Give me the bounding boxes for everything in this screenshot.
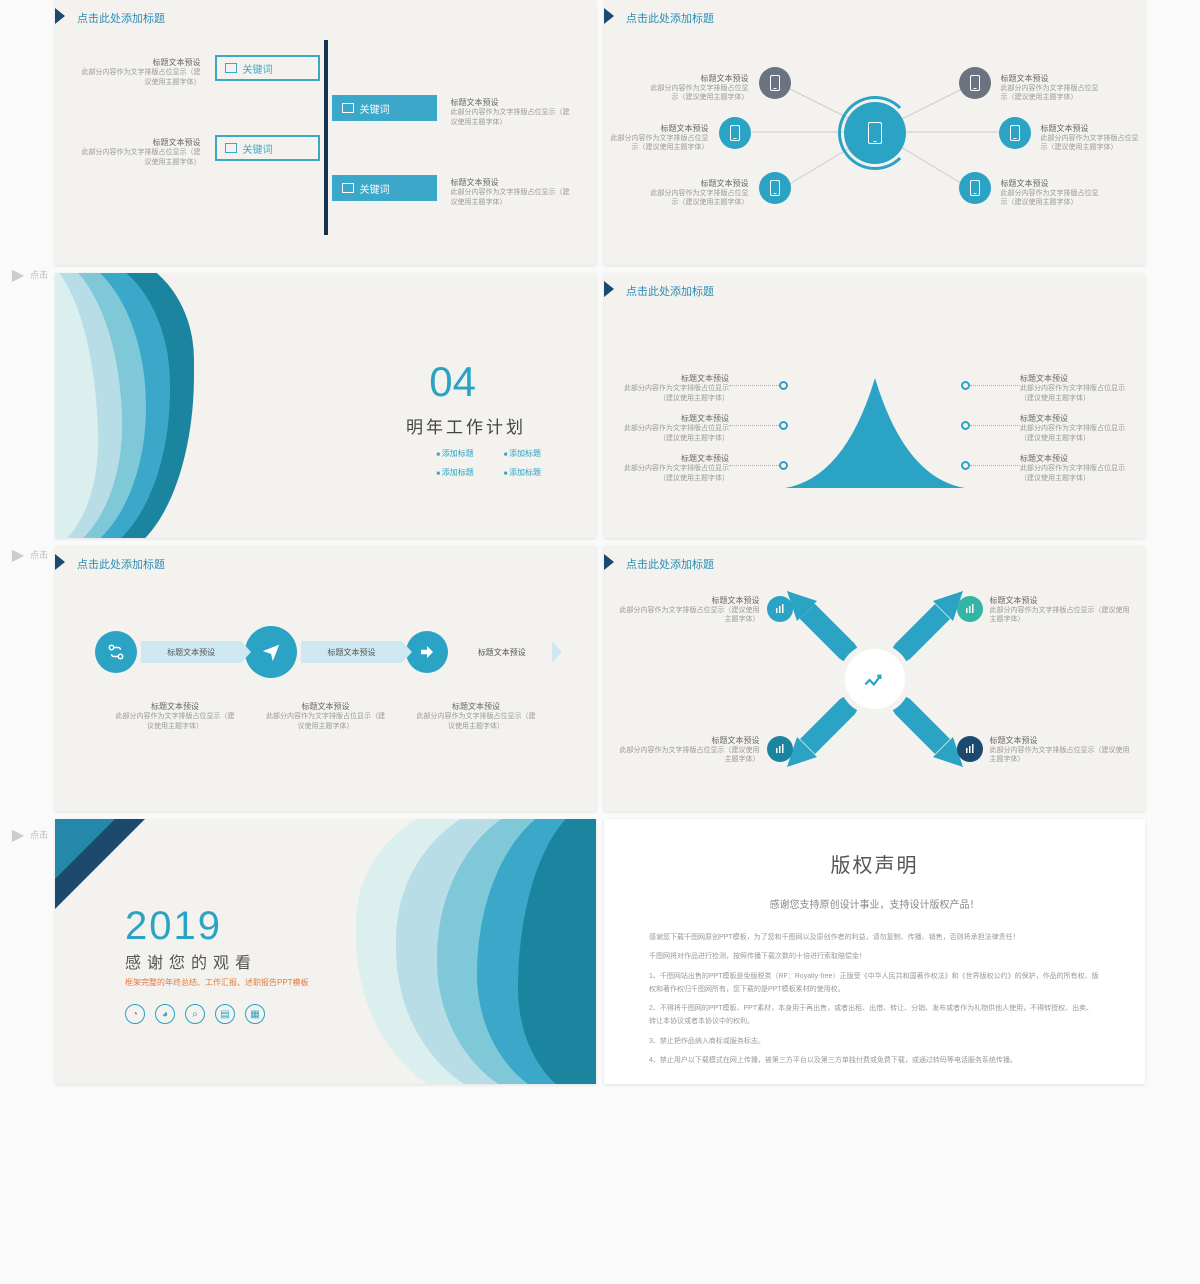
copyright-body: 感谢您下载千图网原创PPT模板，为了您和千图网以及原创作者的利益，请勿复制、传播… <box>649 931 1100 1067</box>
subtitle: 框架完整的年终总结、工作汇报、述职报告PPT模板 <box>125 977 309 988</box>
node-label: 标题文本预设此部分内容作为文字排版占位显示（建议使用主题字体） <box>649 73 749 104</box>
slide-grid: 点击此处添加标题 关键词标题文本预设此部分内容作为文字排版占位显示（建议使用主题… <box>0 0 1200 1284</box>
chart-label: 标题文本预设此部分内容作为文字排版占位显示（建议使用主题字体） <box>619 413 729 444</box>
desc-title: 标题文本预设 <box>416 701 536 712</box>
corner-icon <box>767 596 793 622</box>
step-circle <box>406 631 448 673</box>
chart-point <box>779 421 788 430</box>
nav-label: 点击 <box>30 268 48 281</box>
bullet: 添加标题 <box>504 467 541 478</box>
icon-row: ◔ ◕ ⌕ ▤ ▦ <box>125 1004 265 1024</box>
corner-icon <box>957 596 983 622</box>
chart-label: 标题文本预设此部分内容作为文字排版占位显示（建议使用主题字体） <box>1020 373 1130 404</box>
bullet: 添加标题 <box>436 467 473 478</box>
search-icon: ⌕ <box>185 1004 205 1024</box>
doc-icon: ▤ <box>215 1004 235 1024</box>
node-label: 标题文本预设此部分内容作为文字排版占位显示（建议使用主题字体） <box>649 178 749 209</box>
wave-graphic <box>326 819 597 1084</box>
network-node <box>759 67 791 99</box>
chart-label: 标题文本预设此部分内容作为文字排版占位显示（建议使用主题字体） <box>619 373 729 404</box>
nav-arrow[interactable]: ▶ <box>8 540 28 570</box>
slide-8: 版权声明 感谢您支持原创设计事业，支持设计版权产品！ 感谢您下载千图网原创PPT… <box>604 819 1145 1084</box>
chart-point <box>961 461 970 470</box>
sign-desc: 标题文本预设此部分内容作为文字排版占位显示（建议使用主题字体） <box>81 57 201 88</box>
keyword-sign: 关键词 <box>215 135 320 161</box>
step-label: 标题文本预设 <box>141 641 241 663</box>
nav-arrow[interactable]: ▶ <box>8 260 28 290</box>
corner-icon <box>767 736 793 762</box>
slide-7: 2019 感谢您的观看 框架完整的年终总结、工作汇报、述职报告PPT模板 ◔ ◕… <box>55 819 596 1084</box>
desc-title: 标题文本预设 <box>266 701 386 712</box>
section-title: 明年工作计划 <box>406 413 526 438</box>
signpost-pole <box>324 40 328 235</box>
corner-icon <box>957 736 983 762</box>
copyright-title: 版权声明 <box>649 849 1100 878</box>
chart-label: 标题文本预设此部分内容作为文字排版占位显示（建议使用主题字体） <box>1020 413 1130 444</box>
section-bullets: 添加标题 添加标题 添加标题 添加标题 <box>436 448 541 478</box>
wave-graphic <box>55 273 353 538</box>
slide-title: 点击此处添加标题 <box>77 10 165 26</box>
sign-desc: 标题文本预设此部分内容作为文字排版占位显示（建议使用主题字体） <box>451 97 571 128</box>
slide-1: 点击此处添加标题 关键词标题文本预设此部分内容作为文字排版占位显示（建议使用主题… <box>55 0 596 265</box>
slide-3: 04 明年工作计划 添加标题 添加标题 添加标题 添加标题 <box>55 273 596 538</box>
cross-center <box>845 649 905 709</box>
section-number: 04 <box>429 358 476 406</box>
calendar-icon: ▦ <box>245 1004 265 1024</box>
node-label: 标题文本预设此部分内容作为文字排版占位显示（建议使用主题字体） <box>1001 178 1101 209</box>
network-node <box>959 67 991 99</box>
pie-icon: ◕ <box>155 1004 175 1024</box>
chart-icon: ◔ <box>125 1004 145 1024</box>
slide-5: 点击此处添加标题 标题文本预设 标题文本预设 标题文本预设 标题文本预设此部分内… <box>55 546 596 811</box>
desc-title: 标题文本预设 <box>115 701 235 712</box>
chart-point <box>961 421 970 430</box>
network-node <box>759 172 791 204</box>
network-node <box>959 172 991 204</box>
keyword-sign: 关键词 <box>215 55 320 81</box>
sign-desc: 标题文本预设此部分内容作为文字排版占位显示（建议使用主题字体） <box>451 177 571 208</box>
slide-title: 点击此处添加标题 <box>626 283 714 299</box>
node-label: 标题文本预设此部分内容作为文字排版占位显示（建议使用主题字体） <box>609 123 709 154</box>
chart-point <box>779 381 788 390</box>
chart-label: 标题文本预设此部分内容作为文字排版占位显示（建议使用主题字体） <box>1020 453 1130 484</box>
slide-2: 点击此处添加标题 标题文本预设此部分内容作为文字排版占位显示（建议使用主题字体）… <box>604 0 1145 265</box>
node-label: 标题文本预设此部分内容作为文字排版占位显示（建议使用主题字体） <box>1001 73 1101 104</box>
step-circle <box>245 626 297 678</box>
chart-label: 标题文本预设此部分内容作为文字排版占位显示（建议使用主题字体） <box>619 453 729 484</box>
corner-label: 标题文本预设此部分内容作为文字排版占位显示（建议使用主题字体） <box>620 595 760 626</box>
mountain-chart <box>785 368 965 488</box>
node-label: 标题文本预设此部分内容作为文字排版占位显示（建议使用主题字体） <box>1041 123 1141 154</box>
corner-label: 标题文本预设此部分内容作为文字排版占位显示（建议使用主题字体） <box>990 595 1130 626</box>
slide-4: 点击此处添加标题 标题文本预设此部分内容作为文字排版占位显示（建议使用主题字体）… <box>604 273 1145 538</box>
chart-point <box>961 381 970 390</box>
corner-triangle-2 <box>55 819 115 879</box>
network-node <box>999 117 1031 149</box>
desc-body: 此部分内容作为文字排版占位显示（建议使用主题字体） <box>416 712 536 732</box>
nav-arrow[interactable]: ▶ <box>8 820 28 850</box>
nav-label: 点击 <box>30 828 48 841</box>
corner-label: 标题文本预设此部分内容作为文字排版占位显示（建议使用主题字体） <box>990 735 1130 766</box>
keyword-sign: 关键词 <box>332 95 437 121</box>
slide-6: 点击此处添加标题 标题文本预设此部分内容作为文字排版占位显示（建议使用主题字体）… <box>604 546 1145 811</box>
step-label: 标题文本预设 <box>452 641 552 663</box>
slide-title: 点击此处添加标题 <box>77 556 165 572</box>
slide-title: 点击此处添加标题 <box>626 556 714 572</box>
thanks-text: 感谢您的观看 <box>125 949 257 973</box>
chart-point <box>779 461 788 470</box>
step-circle <box>95 631 137 673</box>
step-label: 标题文本预设 <box>301 641 401 663</box>
network-node <box>719 117 751 149</box>
keyword-sign: 关键词 <box>332 175 437 201</box>
desc-body: 此部分内容作为文字排版占位显示（建议使用主题字体） <box>266 712 386 732</box>
phone-icon <box>868 122 882 144</box>
copyright-sub: 感谢您支持原创设计事业，支持设计版权产品！ <box>649 896 1100 911</box>
nav-label: 点击 <box>30 548 48 561</box>
network-center <box>844 102 906 164</box>
year: 2019 <box>125 904 222 949</box>
bullet: 添加标题 <box>436 448 473 459</box>
corner-label: 标题文本预设此部分内容作为文字排版占位显示（建议使用主题字体） <box>620 735 760 766</box>
sign-desc: 标题文本预设此部分内容作为文字排版占位显示（建议使用主题字体） <box>81 137 201 168</box>
desc-body: 此部分内容作为文字排版占位显示（建议使用主题字体） <box>115 712 235 732</box>
bullet: 添加标题 <box>504 448 541 459</box>
